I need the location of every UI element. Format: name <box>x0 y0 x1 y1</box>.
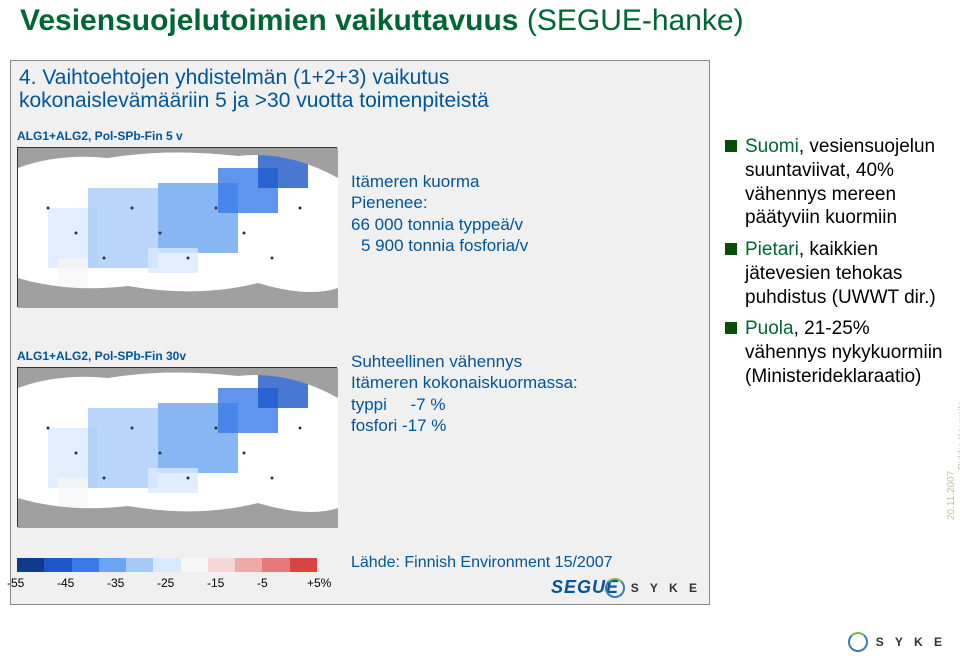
load-n: 66 000 tonnia typpeä/v <box>351 215 523 234</box>
title-main: Vesiensuojelutoimien vaikuttavuus <box>20 4 519 37</box>
bullet-accent: Puola <box>745 318 794 339</box>
colorbar-cell <box>262 558 289 572</box>
colorbar-tick: +5% <box>307 576 331 590</box>
bullet-item: Puola, 21-25% vähennys nykykuormiin (Min… <box>725 317 950 388</box>
colorbar-cell <box>235 558 262 572</box>
colorbar-cell <box>17 558 44 572</box>
bullet-text: Suomi, vesiensuojelun suuntaviivat, 40% … <box>745 135 950 230</box>
scenario-label-a: ALG1+ALG2, Pol-SPb-Fin 5 v <box>17 129 183 143</box>
load-heading: Itämeren kuorma <box>351 172 480 191</box>
rel-sub: Itämeren kokonaiskuormassa: <box>351 373 578 392</box>
map-panel-a <box>17 147 337 307</box>
colorbar-tick: -25 <box>157 576 174 590</box>
figure-title-line2: kokonaislevämääriin 5 ja >30 vuotta toim… <box>19 89 489 112</box>
map-panel-b <box>17 367 337 527</box>
margin-date: 20.11.2007 <box>946 320 957 520</box>
bullet-list: Suomi, vesiensuojelun suuntaviivat, 40% … <box>725 135 950 397</box>
load-p: 5 900 tonnia fosforia/v <box>351 235 528 256</box>
map-b-svg <box>18 368 338 528</box>
colorbar <box>17 558 317 572</box>
syke-logo-figure: S Y K E <box>605 578 701 598</box>
map-a-svg <box>18 148 338 308</box>
bullet-text: Pietari, kaikkien jätevesien tehokas puh… <box>745 238 950 309</box>
colorbar-cell <box>126 558 153 572</box>
colorbar-cell <box>290 558 317 572</box>
bullet-text: Puola, 21-25% vähennys nykykuormiin (Min… <box>745 317 950 388</box>
load-sub: Pienenee: <box>351 193 428 212</box>
bullet-item: Pietari, kaikkien jätevesien tehokas puh… <box>725 238 950 309</box>
margin-meta: 20.11.2007 Pirkko Kauppila <box>946 320 958 520</box>
colorbar-tick: -5 <box>257 576 268 590</box>
title-paren: (SEGUE-hanke) <box>527 4 744 37</box>
reduction-text-block: Suhteellinen vähennys Itämeren kokonaisk… <box>351 351 578 436</box>
rel-n: typpi -7 % <box>351 395 445 414</box>
bullet-marker-icon <box>725 140 737 152</box>
colorbar-cell <box>208 558 235 572</box>
bullet-item: Suomi, vesiensuojelun suuntaviivat, 40% … <box>725 135 950 230</box>
syke-text: S Y K E <box>631 581 701 595</box>
figure-title-line1: 4. Vaihtoehtojen yhdistelmän (1+2+3) vai… <box>19 66 449 89</box>
colorbar-cell <box>153 558 180 572</box>
syke-logo-footer: S Y K E <box>848 632 946 652</box>
colorbar-cell <box>99 558 126 572</box>
colorbar-tick: -35 <box>107 576 124 590</box>
rel-p: fosfori -17 % <box>351 416 446 435</box>
load-text-block: Itämeren kuorma Pienenee: 66 000 tonnia … <box>351 171 528 256</box>
syke-icon <box>848 632 868 652</box>
bullet-accent: Suomi <box>745 136 799 157</box>
colorbar-tick: -55 <box>7 576 24 590</box>
colorbar-tick: -45 <box>57 576 74 590</box>
bullet-marker-icon <box>725 322 737 334</box>
syke-text: S Y K E <box>876 635 946 649</box>
bullet-accent: Pietari <box>745 239 799 260</box>
syke-icon <box>605 578 625 598</box>
main-figure-panel: 4. Vaihtoehtojen yhdistelmän (1+2+3) vai… <box>10 60 710 605</box>
colorbar-ticks: -55-45-35-25-15-5+5% <box>17 576 317 590</box>
bullet-marker-icon <box>725 243 737 255</box>
figure-title: 4. Vaihtoehtojen yhdistelmän (1+2+3) vai… <box>19 66 489 112</box>
colorbar-tick: -15 <box>207 576 224 590</box>
slide-title: Vesiensuojelutoimien vaikuttavuus (SEGUE… <box>20 4 744 38</box>
colorbar-cell <box>72 558 99 572</box>
rel-heading: Suhteellinen vähennys <box>351 352 522 371</box>
colorbar-cell <box>181 558 208 572</box>
figure-source: Lähde: Finnish Environment 15/2007 <box>351 554 613 572</box>
colorbar-cell <box>44 558 71 572</box>
scenario-label-b: ALG1+ALG2, Pol-SPb-Fin 30v <box>17 349 186 363</box>
